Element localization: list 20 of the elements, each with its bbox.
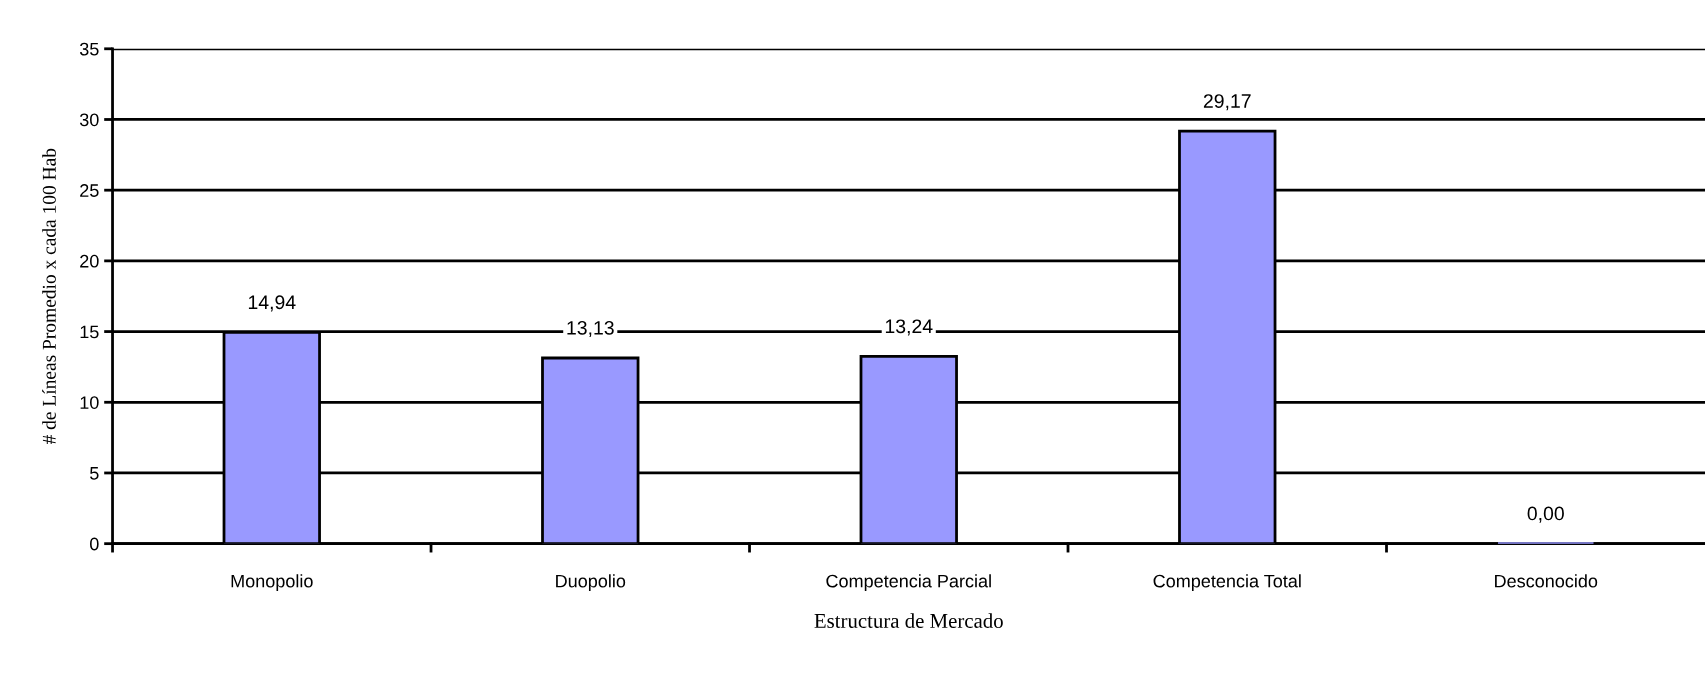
x-tick-label: Monopolio (231, 574, 313, 592)
x-tick-label: Duopolio (556, 574, 626, 592)
data-label: 0,00 (1527, 506, 1564, 523)
x-tick-label: Competencia Parcial (826, 574, 991, 592)
y-axis-title: # de Líneas Promedio x cada 100 Hab (42, 148, 56, 445)
y-tick-label: 10 (80, 396, 99, 409)
data-label: 13,13 (567, 320, 614, 338)
data-label: 29,17 (1203, 94, 1251, 111)
y-tick-label: 30 (79, 113, 99, 127)
y-tick-label: 25 (80, 184, 99, 197)
y-tick-label: 5 (90, 467, 99, 480)
y-tick-label: 20 (80, 254, 99, 268)
y-tick-label: 0 (90, 537, 99, 551)
y-tick-label: 15 (80, 325, 99, 339)
x-tick-label: Desconocido (1495, 574, 1598, 588)
y-tick-label: 35 (79, 42, 99, 56)
x-axis-title: Estructura de Mercado (814, 613, 1003, 628)
x-tick-label: Competencia Total (1153, 574, 1301, 592)
data-label: 13,24 (885, 319, 933, 336)
data-label: 14,94 (248, 295, 296, 312)
